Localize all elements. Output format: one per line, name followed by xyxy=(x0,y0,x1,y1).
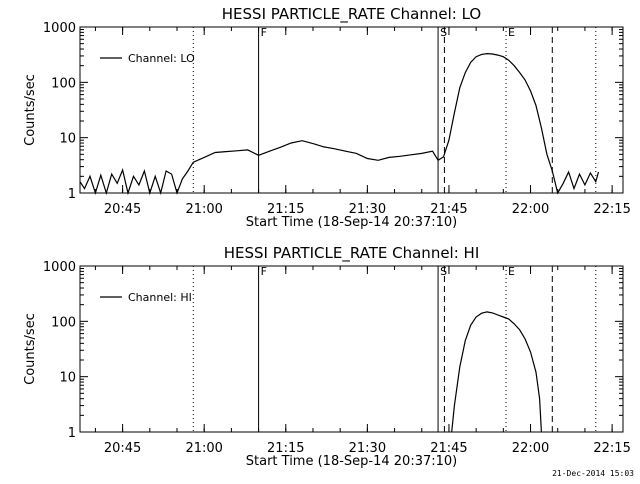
series-line xyxy=(451,311,542,433)
x-tick-label: 21:00 xyxy=(185,441,222,456)
series-line xyxy=(79,52,600,196)
event-marker-label: E xyxy=(508,26,515,39)
legend-entry: Channel: LO xyxy=(128,52,195,65)
x-tick-label: 21:15 xyxy=(267,202,304,217)
y-axis-label: Counts/sec xyxy=(23,74,38,146)
x-tick-label: 22:15 xyxy=(593,441,630,456)
x-tick-label: 21:45 xyxy=(430,202,467,217)
x-tick-label: 21:30 xyxy=(349,441,386,456)
y-tick-label: 10 xyxy=(59,132,76,147)
x-tick-label: 20:45 xyxy=(104,441,141,456)
x-tick-label: 21:30 xyxy=(349,202,386,217)
x-tick-label: 20:45 xyxy=(104,202,141,217)
y-tick-label: 1 xyxy=(68,187,76,202)
event-marker-label: F xyxy=(261,26,267,39)
chart-title: HESSI PARTICLE_RATE Channel: HI xyxy=(224,244,480,263)
y-axis-label: Counts/sec xyxy=(23,313,38,385)
x-axis-label: Start Time (18-Sep-14 20:37:10) xyxy=(246,215,457,230)
y-tick-label: 1 xyxy=(68,426,76,441)
x-tick-label: 22:00 xyxy=(512,441,549,456)
y-tick-label: 1000 xyxy=(43,260,76,275)
x-tick-label: 21:45 xyxy=(430,441,467,456)
plot-frame xyxy=(79,26,624,194)
footer-timestamp: 21-Dec-2014 15:03 xyxy=(552,469,634,478)
x-axis-label: Start Time (18-Sep-14 20:37:10) xyxy=(246,454,457,469)
chart-title: HESSI PARTICLE_RATE Channel: LO xyxy=(222,5,481,24)
x-tick-label: 21:15 xyxy=(267,441,304,456)
event-marker-label: S xyxy=(440,26,447,39)
y-tick-label: 100 xyxy=(51,76,76,91)
chart-panel-0: HESSI PARTICLE_RATE Channel: LO 1 10 100 100… xyxy=(23,5,631,230)
plot-frame xyxy=(79,265,624,433)
x-tick-label: 21:00 xyxy=(185,202,222,217)
event-marker-label: S xyxy=(440,265,447,278)
x-tick-label: 22:00 xyxy=(512,202,549,217)
y-tick-label: 1000 xyxy=(43,21,76,36)
y-tick-label: 100 xyxy=(51,315,76,330)
event-marker-label: F xyxy=(261,265,267,278)
y-tick-label: 10 xyxy=(59,371,76,386)
x-tick-label: 22:15 xyxy=(593,202,630,217)
chart-panel-1: HESSI PARTICLE_RATE Channel: HI 1 10 100 100… xyxy=(23,244,631,469)
event-marker-label: E xyxy=(508,265,515,278)
legend-entry: Channel: HI xyxy=(128,291,192,304)
